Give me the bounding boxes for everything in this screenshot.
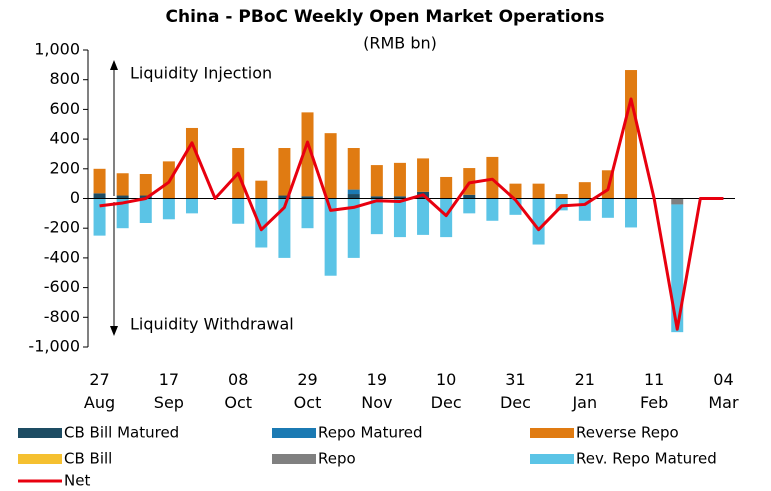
bar xyxy=(185,198,198,214)
legend-swatch xyxy=(18,428,62,438)
x-tick-label: 27 Aug xyxy=(84,370,115,412)
bar xyxy=(255,198,268,248)
legend-label: CB Bill Matured xyxy=(64,424,179,442)
bar xyxy=(278,198,291,258)
bar xyxy=(463,198,476,214)
bar xyxy=(440,198,453,238)
bar xyxy=(671,198,684,205)
bar xyxy=(509,183,522,199)
y-tick-label: -200 xyxy=(44,218,80,237)
bar xyxy=(93,168,106,194)
x-tick-label: 19 Nov xyxy=(361,370,392,412)
bar xyxy=(324,198,337,276)
x-tick-label: 31 Dec xyxy=(500,370,531,412)
y-tick-label: 1,000 xyxy=(34,40,80,59)
bar xyxy=(625,198,638,228)
y-tick-label: 0 xyxy=(70,188,80,207)
bar xyxy=(417,198,430,235)
legend-label: Rev. Repo Matured xyxy=(576,450,717,468)
legend-label: Net xyxy=(64,472,90,490)
bar xyxy=(347,148,360,190)
y-tick-label: 200 xyxy=(49,158,80,177)
bar xyxy=(116,195,129,199)
bar xyxy=(116,198,129,229)
bar xyxy=(347,189,360,195)
bar xyxy=(393,198,406,238)
y-tick-label: -600 xyxy=(44,277,80,296)
y-tick-label: 400 xyxy=(49,129,80,148)
bar xyxy=(278,195,291,199)
bar xyxy=(370,196,383,199)
y-tick-label: -400 xyxy=(44,247,80,266)
bar xyxy=(301,112,314,197)
legend-label: Repo Matured xyxy=(318,424,423,442)
y-tick-label: -800 xyxy=(44,307,80,326)
bar xyxy=(324,133,337,199)
x-tick-label: 04 Mar xyxy=(708,370,739,412)
bar xyxy=(486,198,499,221)
x-tick-label: 29 Oct xyxy=(294,370,322,412)
bar xyxy=(370,165,383,197)
bar xyxy=(347,198,360,258)
bar xyxy=(139,173,152,196)
bar xyxy=(347,194,360,199)
bar xyxy=(278,148,291,196)
chart-subtitle: (RMB bn) xyxy=(363,34,437,53)
bar xyxy=(93,198,106,236)
arrow-head xyxy=(110,60,118,70)
x-tick-label: 08 Oct xyxy=(224,370,252,412)
bar xyxy=(671,204,684,333)
legend-label: Repo xyxy=(318,450,356,468)
bar xyxy=(162,198,175,220)
x-tick-label: 17 Sep xyxy=(154,370,184,412)
line xyxy=(99,97,724,331)
bar xyxy=(393,162,406,197)
bar xyxy=(301,198,314,229)
legend-swatch xyxy=(18,454,62,464)
annotation: Liquidity Injection xyxy=(130,64,272,83)
bar xyxy=(625,70,638,199)
y-tick-label: 600 xyxy=(49,99,80,118)
bar xyxy=(417,158,430,192)
bar xyxy=(532,198,545,245)
bar xyxy=(116,173,129,196)
bar xyxy=(555,194,568,199)
y-tick-label: 800 xyxy=(49,69,80,88)
legend-swatch xyxy=(272,454,316,464)
x-tick-label: 21 Jan xyxy=(571,370,597,412)
annotation: Liquidity Withdrawal xyxy=(130,315,294,334)
legend-swatch xyxy=(272,428,316,438)
bar xyxy=(601,198,614,218)
bar xyxy=(185,127,198,199)
bar xyxy=(93,193,106,199)
bar xyxy=(393,196,406,199)
y-tick-label: -1,000 xyxy=(28,337,80,356)
bar xyxy=(232,198,245,224)
legend-swatch xyxy=(530,454,574,464)
bar xyxy=(255,180,268,199)
bar xyxy=(463,194,476,199)
bar xyxy=(139,198,152,224)
bar xyxy=(440,176,453,199)
bar xyxy=(578,182,591,199)
bar xyxy=(370,198,383,235)
legend-label: CB Bill xyxy=(64,450,112,468)
legend-swatch xyxy=(530,428,574,438)
bar xyxy=(532,183,545,199)
chart-title: China - PBoC Weekly Open Market Operatio… xyxy=(166,7,605,27)
x-tick-label: 11 Feb xyxy=(640,370,668,412)
x-tick-label: 10 Dec xyxy=(431,370,462,412)
bar xyxy=(301,196,314,199)
arrow-head xyxy=(110,326,118,336)
legend-label: Reverse Repo xyxy=(576,424,679,442)
